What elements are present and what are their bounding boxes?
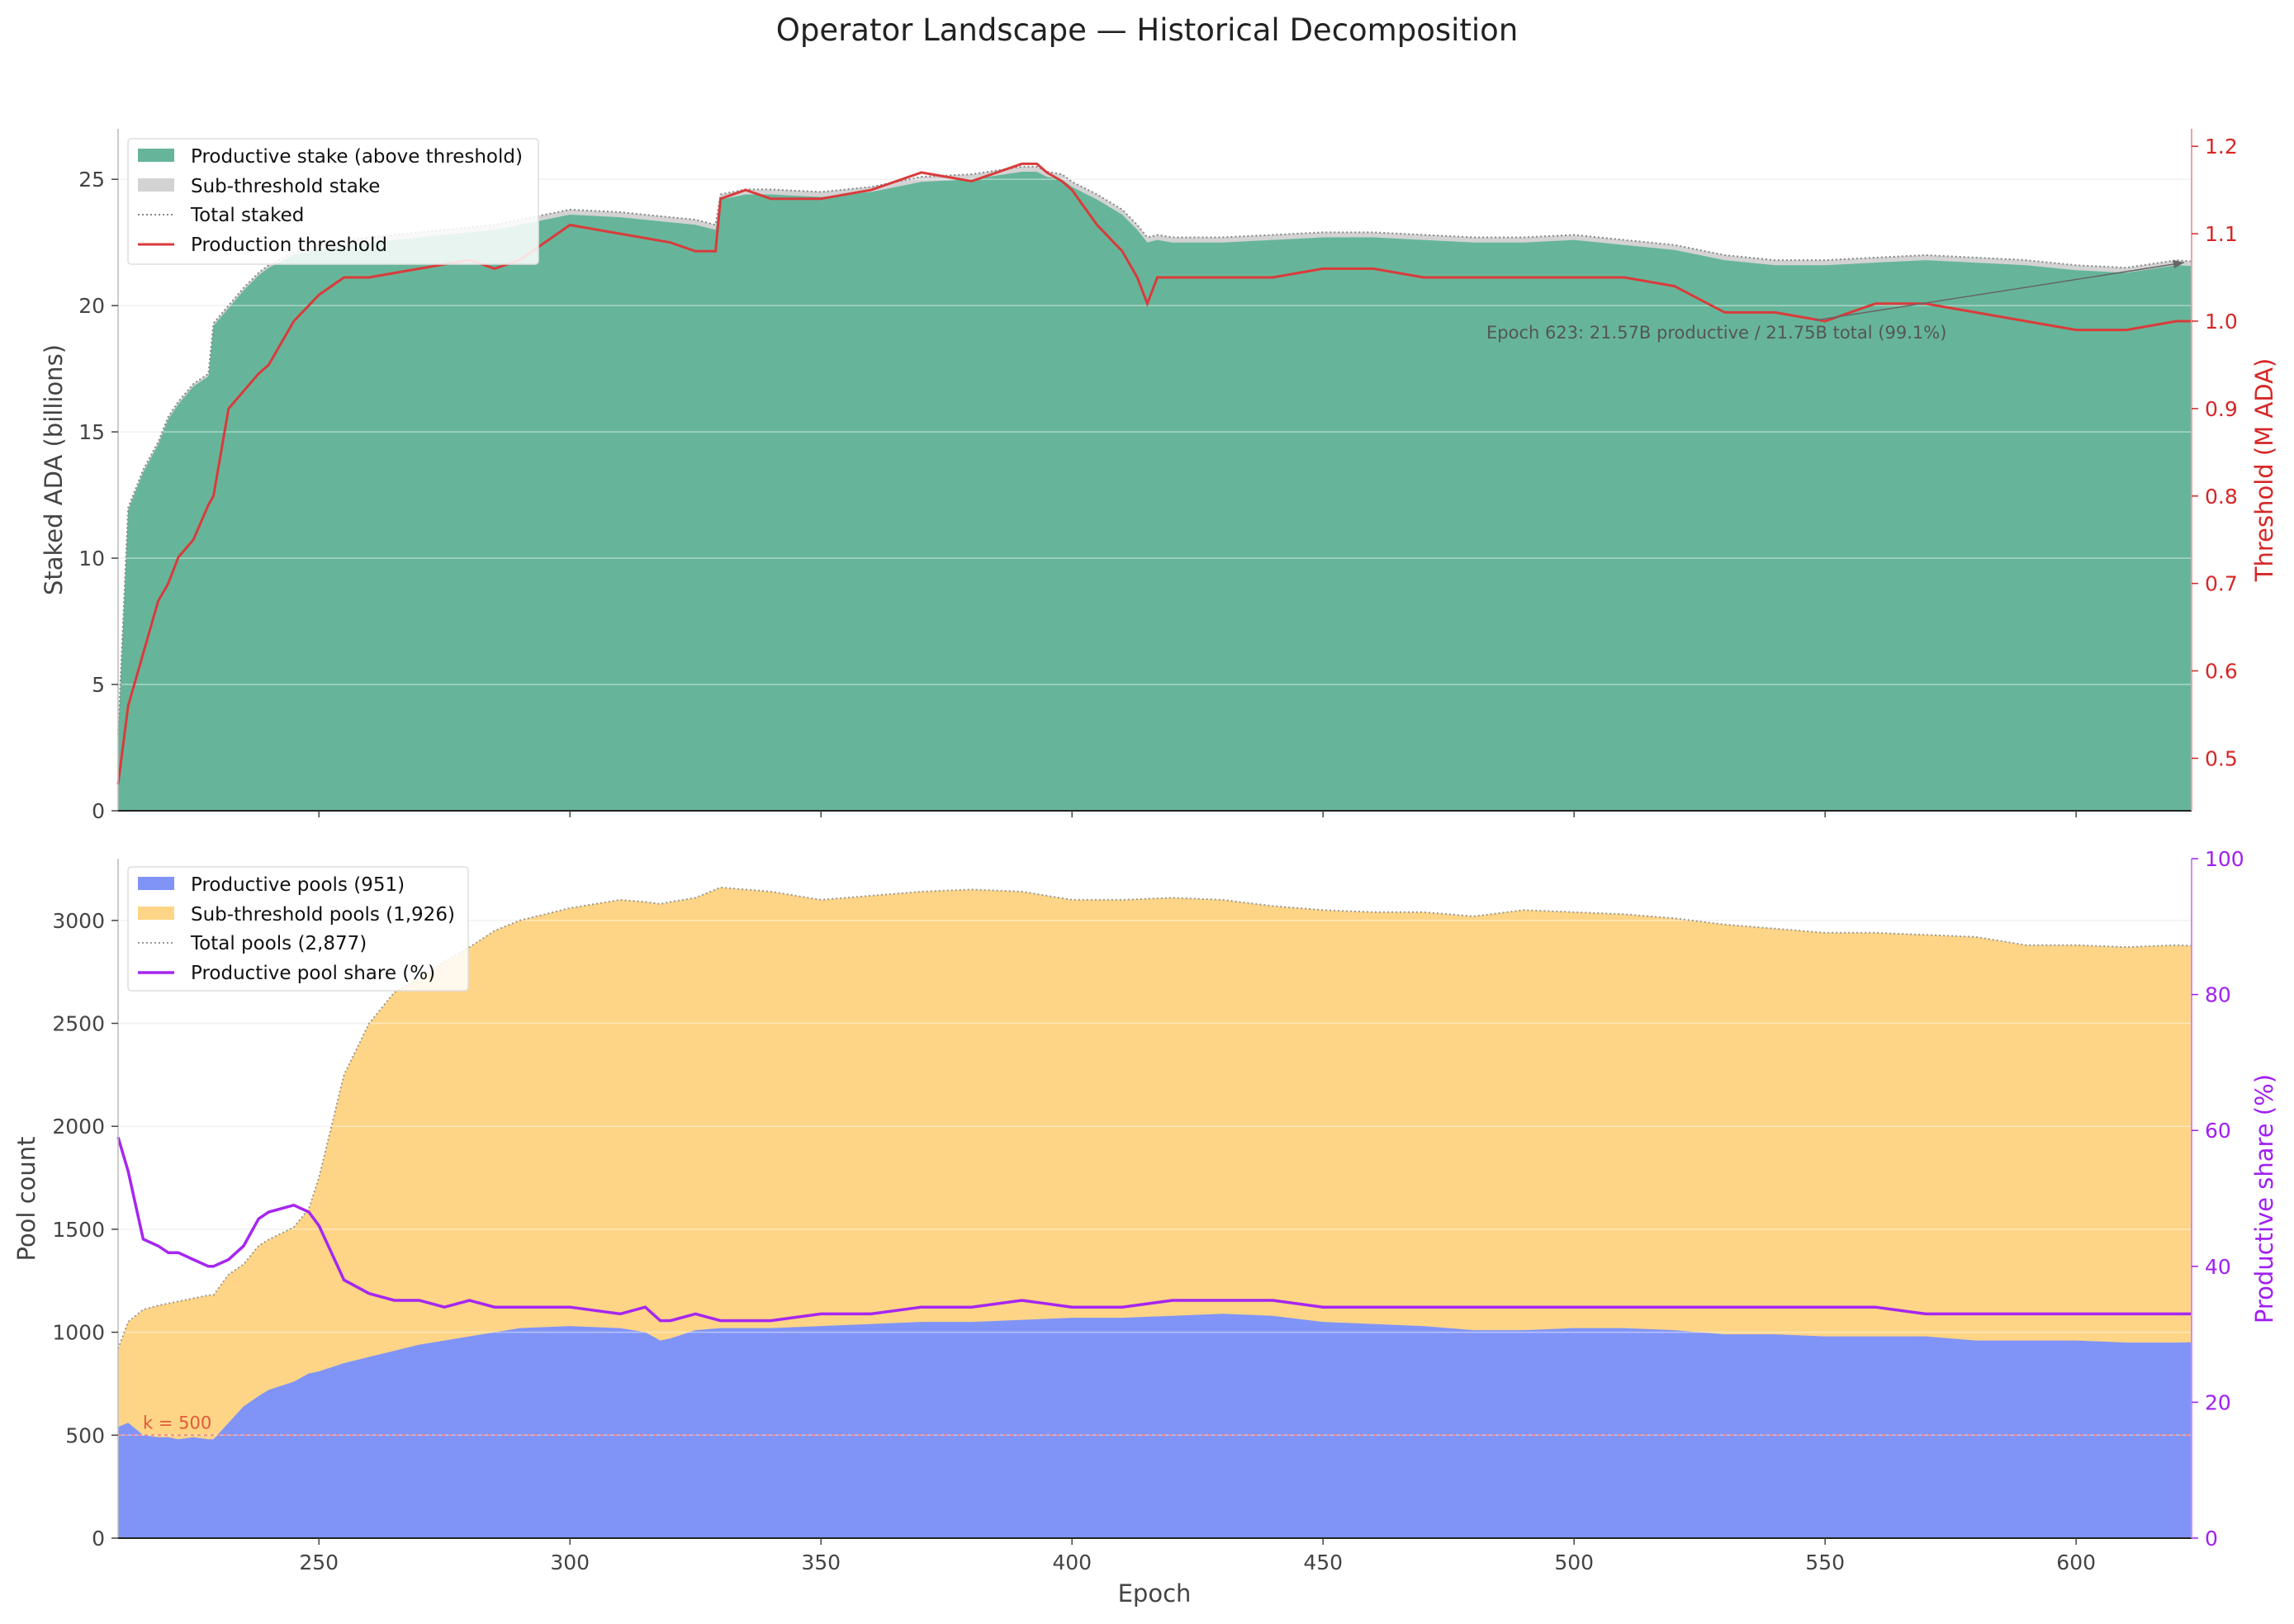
top-right-axis-label: Threshold (M ADA) bbox=[2250, 358, 2278, 583]
y-tick-label: 10 bbox=[78, 547, 105, 571]
x-tick-label: 400 bbox=[1052, 1551, 1092, 1574]
total-pools-line bbox=[117, 886, 2192, 1349]
productive-share-line bbox=[116, 1136, 2192, 1323]
y-tick-label: 1000 bbox=[52, 1321, 105, 1345]
figure-title: Operator Landscape — Historical Decompos… bbox=[776, 12, 1519, 48]
bottom-right-axis-label: Productive share (%) bbox=[2250, 1074, 2278, 1323]
top-left-ticks: 0 5 10 15 20 25 bbox=[78, 168, 118, 823]
y-tick-label: 25 bbox=[78, 168, 105, 192]
legend-label-sub-stake: Sub-threshold stake bbox=[191, 176, 380, 197]
y-tick-label: 0 bbox=[92, 1527, 105, 1551]
y-tick-label: 3000 bbox=[52, 909, 105, 933]
x-tick-label: 250 bbox=[299, 1551, 339, 1574]
annotation-arrow bbox=[1814, 262, 2185, 321]
x-tick-label: 300 bbox=[550, 1551, 590, 1574]
y-tick-label: 2500 bbox=[52, 1012, 105, 1036]
bottom-panel: k = 500 0 500 1000 1500 2000 2500 3000 0 20 40 60… bbox=[12, 847, 2278, 1607]
x-tick-label: 450 bbox=[1303, 1551, 1343, 1574]
annotation-arrowhead bbox=[2173, 260, 2184, 268]
legend-swatch-productive-stake bbox=[138, 149, 174, 162]
bottom-left-ticks: 0 500 1000 1500 2000 2500 3000 bbox=[52, 909, 118, 1551]
y-right-tick-label: 0.9 bbox=[2205, 397, 2238, 421]
top-panel: 0 5 10 15 20 25 0.5 0.6 0.7 0.8 0.9 1.0 1.1 1.2 Stak… bbox=[40, 129, 2278, 823]
y-tick-label: 15 bbox=[78, 420, 105, 444]
y-right-tick-label: 0.7 bbox=[2205, 572, 2238, 596]
y-tick-label: 500 bbox=[65, 1423, 105, 1447]
y-right-tick-label: 0 bbox=[2205, 1527, 2218, 1551]
y-right-tick-label: 80 bbox=[2205, 983, 2231, 1007]
y-right-tick-label: 1.1 bbox=[2205, 222, 2238, 246]
x-tick-label: 350 bbox=[801, 1551, 841, 1574]
productive-stake-area bbox=[118, 172, 2192, 811]
bottom-legend-box bbox=[127, 866, 469, 992]
bottom-right-ticks: 0 20 40 60 80 100 bbox=[2192, 847, 2244, 1551]
legend-label-productive-stake: Productive stake (above threshold) bbox=[191, 146, 523, 168]
y-right-tick-label: 0.5 bbox=[2205, 746, 2238, 770]
y-right-tick-label: 60 bbox=[2205, 1119, 2231, 1143]
legend-label-total-pools: Total pools (2,877) bbox=[190, 933, 367, 954]
legend-label-sub-pools: Sub-threshold pools (1,926) bbox=[191, 904, 455, 926]
top-legend-box bbox=[127, 138, 539, 265]
y-right-tick-label: 40 bbox=[2205, 1255, 2231, 1279]
bottom-left-axis-label: Pool count bbox=[12, 1136, 40, 1261]
epoch-annotation: Epoch 623: 21.57B productive / 21.75B to… bbox=[1486, 323, 1946, 343]
y-tick-label: 2000 bbox=[52, 1115, 105, 1139]
y-right-tick-label: 0.6 bbox=[2205, 660, 2238, 684]
legend-swatch-sub-stake bbox=[138, 178, 174, 192]
top-right-ticks: 0.5 0.6 0.7 0.8 0.9 1.0 1.1 1.2 bbox=[2192, 135, 2238, 770]
top-legend: Productive stake (above threshold) Sub-t… bbox=[127, 138, 539, 265]
y-right-tick-label: 1.0 bbox=[2205, 310, 2238, 334]
top-x-ticks bbox=[318, 811, 2077, 817]
legend-swatch-productive-pools bbox=[138, 877, 174, 890]
y-tick-label: 0 bbox=[92, 799, 105, 823]
legend-label-total-staked: Total staked bbox=[190, 205, 304, 226]
y-tick-label: 1500 bbox=[52, 1218, 105, 1242]
legend-label-threshold: Production threshold bbox=[191, 234, 387, 256]
top-left-axis-label: Staked ADA (billions) bbox=[40, 344, 68, 595]
y-tick-label: 5 bbox=[92, 673, 105, 697]
y-right-tick-label: 0.8 bbox=[2205, 485, 2238, 509]
x-axis-label: Epoch bbox=[1118, 1579, 1192, 1607]
bottom-legend: Productive pools (951) Sub-threshold poo… bbox=[127, 866, 469, 992]
y-right-tick-label: 100 bbox=[2205, 847, 2244, 871]
legend-label-share: Productive pool share (%) bbox=[191, 963, 435, 984]
total-staked-line bbox=[117, 165, 2192, 736]
productive-pools-area bbox=[118, 1314, 2192, 1538]
x-tick-label: 500 bbox=[1554, 1551, 1594, 1574]
x-tick-label: 600 bbox=[2056, 1551, 2096, 1574]
x-tick-label: 550 bbox=[1805, 1551, 1845, 1574]
legend-label-productive-pools: Productive pools (951) bbox=[191, 874, 405, 896]
y-right-tick-label: 20 bbox=[2205, 1390, 2231, 1414]
y-right-tick-label: 1.2 bbox=[2205, 135, 2238, 159]
bottom-x-ticks: 250 300 350 400 450 500 550 600 bbox=[299, 1538, 2096, 1574]
y-tick-label: 20 bbox=[78, 294, 105, 318]
production-threshold-line bbox=[116, 162, 2192, 785]
legend-swatch-sub-pools bbox=[138, 907, 174, 920]
k-reference-label: k = 500 bbox=[143, 1413, 211, 1432]
